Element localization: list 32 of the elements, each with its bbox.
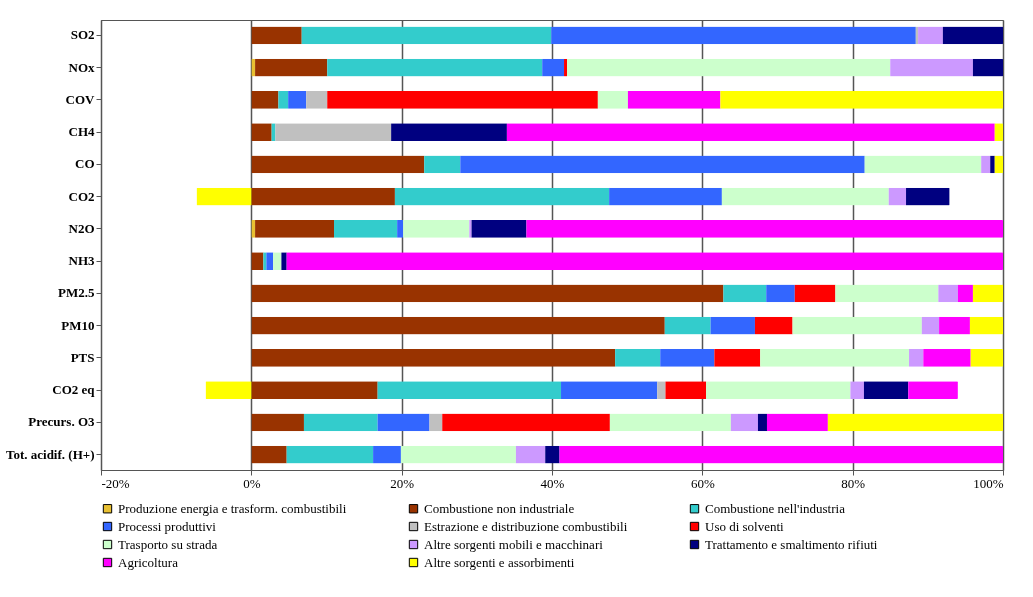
y-tick-label: CO2 eq [52,382,96,398]
y-tick-label: Precurs. O3 [28,414,95,430]
x-tick-label: 40% [540,475,565,491]
y-tick-label: NOx [68,59,95,75]
y-tick-label: COV [65,91,96,107]
y-tick-label: PM10 [61,317,95,333]
x-tick-label: 100% [973,475,1004,491]
y-tick-label: PTS [70,349,95,365]
legend-label: Agricoltura [118,554,179,570]
legend-label: Trattamento e smaltimento rifiuti [705,536,878,552]
y-tick-label: CO2 [68,188,95,204]
y-tick-label: PM2.5 [58,285,95,301]
x-tick-label: 80% [841,475,866,491]
legend-label: Uso di solventi [705,518,785,534]
legend-label: Combustione non industriale [424,500,575,516]
x-tick-label: 20% [390,475,415,491]
y-tick-label: N2O [68,220,95,236]
y-tick-label: SO2 [70,27,95,43]
legend-label: Altre sorgenti mobili e macchinari [424,536,604,552]
y-tick-label: Tot. acidif. (H+) [5,446,95,462]
x-tick-label: 60% [690,475,715,491]
y-tick-label: CH4 [68,124,95,140]
x-tick-label: 0% [243,475,261,491]
legend-label: Processi produttivi [118,518,217,534]
x-tick-label: -20% [101,475,130,491]
legend-label: Altre sorgenti e assorbimenti [424,554,575,570]
legend-label: Trasporto su strada [118,536,218,552]
legend-label: Combustione nell'industria [705,500,846,516]
legend-label: Estrazione e distribuzione combustibili [424,518,628,534]
y-tick-label: CO [75,156,95,172]
y-tick-label: NH3 [68,253,95,269]
legend-label: Produzione energia e trasform. combustibili [118,500,347,516]
